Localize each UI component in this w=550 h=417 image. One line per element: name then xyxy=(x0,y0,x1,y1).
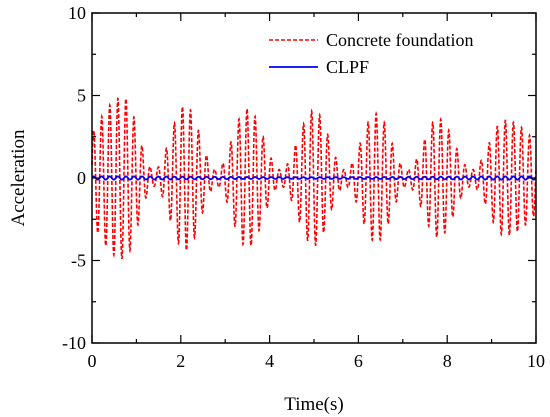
legend-label-concrete-foundation: Concrete foundation xyxy=(326,30,473,50)
series-line-1 xyxy=(91,175,537,181)
x-axis-label: Time(s) xyxy=(284,394,343,415)
tick-labels-group: 0 2 4 6 8 10 -10 -5 0 5 10 xyxy=(62,3,545,371)
y-tick-label: -10 xyxy=(62,333,86,353)
x-tick-label: 4 xyxy=(265,351,274,371)
axis-ticks-group xyxy=(91,12,537,344)
y-tick-label: 10 xyxy=(68,3,86,23)
x-tick-label: 10 xyxy=(527,351,545,371)
x-tick-label: 8 xyxy=(443,351,452,371)
y-tick-label: 5 xyxy=(77,86,86,106)
y-tick-label: -5 xyxy=(71,251,86,271)
plot-series-group xyxy=(91,97,537,259)
y-axis-label: Acceleration xyxy=(8,129,29,227)
x-tick-label: 0 xyxy=(88,351,97,371)
x-tick-label: 6 xyxy=(354,351,363,371)
series-line-0 xyxy=(91,97,537,259)
legend-label-clpf: CLPF xyxy=(326,57,369,77)
legend: Concrete foundation CLPF xyxy=(269,30,473,77)
x-tick-label: 2 xyxy=(176,351,185,371)
y-tick-label: 0 xyxy=(77,168,86,188)
